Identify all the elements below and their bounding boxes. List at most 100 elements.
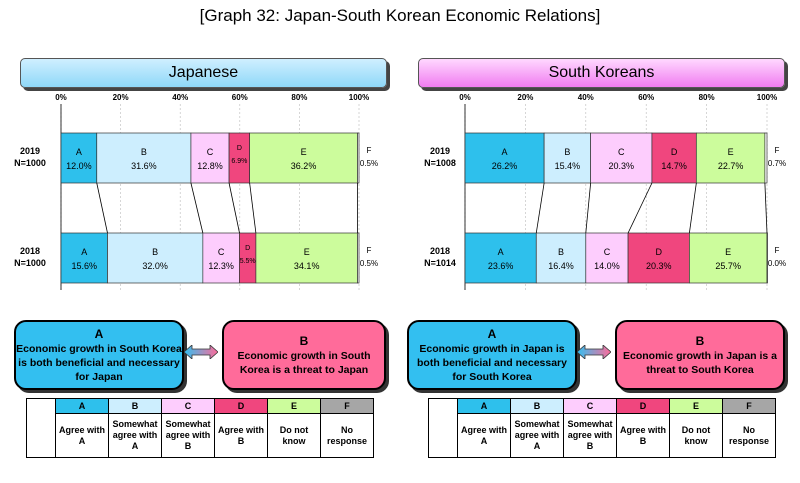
x-tick-label: 100% xyxy=(349,93,369,102)
kr-option-b-box: B Economic growth in Japan is a threat t… xyxy=(615,320,785,390)
segment-letter-label: B xyxy=(152,247,158,257)
jp-legend-table: A B C D E F Agree with A Somewhat agree … xyxy=(26,398,374,458)
segment-letter-label: E xyxy=(301,147,307,157)
data-label: 12.3% xyxy=(208,261,234,271)
legend-desc-e: Do not know xyxy=(669,413,723,458)
segment-letter-label: A xyxy=(502,147,508,157)
data-label: 25.7% xyxy=(715,261,741,271)
bar-segment-e xyxy=(255,232,358,284)
bar-segment-c xyxy=(590,132,653,184)
segment-letter-label: C xyxy=(618,147,625,157)
legend-desc-b: Somewhat agree with A xyxy=(108,413,162,458)
data-label: 0.5% xyxy=(360,259,378,268)
x-tick-label: 80% xyxy=(291,93,307,102)
row-n-label: N=1014 xyxy=(424,258,456,268)
jp-option-b-letter: B xyxy=(299,333,309,348)
legend-desc-b: Somewhat agree with A xyxy=(510,413,564,458)
x-tick-label: 40% xyxy=(578,93,594,102)
connector-line xyxy=(228,182,240,234)
bar-segment-c xyxy=(585,232,629,284)
legend-desc-d: Agree with B xyxy=(616,413,670,458)
legend-letter-b: B xyxy=(510,398,564,414)
data-label: 0.0% xyxy=(768,259,786,268)
data-label: 31.6% xyxy=(131,161,157,171)
kr-option-a-text: Economic growth in Japan is both benefic… xyxy=(417,342,567,383)
legend-letter-d: D xyxy=(214,398,268,414)
connector-line xyxy=(764,182,768,234)
x-tick-label: 20% xyxy=(517,93,533,102)
segment-letter-label: E xyxy=(728,147,734,157)
legend-desc-e: Do not know xyxy=(267,413,321,458)
connector-line xyxy=(688,182,697,234)
segment-letter-label: F xyxy=(367,246,372,255)
jp-option-a-box: A Economic growth in South Korea is both… xyxy=(14,320,184,390)
segment-letter-label: F xyxy=(367,146,372,155)
legend-desc-a: Agree with A xyxy=(457,413,511,458)
legend-letter-c: C xyxy=(563,398,617,414)
data-label: 0.5% xyxy=(360,159,378,168)
legend-desc-c: Somewhat agree with B xyxy=(161,413,215,458)
legend-letter-c: C xyxy=(161,398,215,414)
x-tick-label: 0% xyxy=(55,93,67,102)
row-n-label: N=1000 xyxy=(14,158,46,168)
jp-option-b-text: Economic growth in South Korea is a thre… xyxy=(237,349,371,376)
bar-segment-a xyxy=(464,232,537,284)
segment-letter-label: C xyxy=(207,147,214,157)
legend-letter-a: A xyxy=(457,398,511,414)
japanese-panel-title: Japanese xyxy=(168,64,239,81)
korean-panel-header: South Koreans xyxy=(418,58,785,88)
data-label: 5.5% xyxy=(240,258,256,265)
segment-letter-label: D xyxy=(671,147,678,157)
row-year-label: 2018 xyxy=(20,246,40,256)
x-tick-label: 40% xyxy=(172,93,188,102)
legend-desc-c: Somewhat agree with B xyxy=(563,413,617,458)
segment-letter-label: A xyxy=(81,247,87,257)
bar-segment-c xyxy=(202,232,240,284)
row-year-label: 2018 xyxy=(430,246,450,256)
data-label: 20.3% xyxy=(609,161,635,171)
row-n-label: N=1000 xyxy=(14,258,46,268)
data-label: 20.3% xyxy=(646,261,672,271)
kr-option-a-box: A Economic growth in Japan is both benef… xyxy=(407,320,577,390)
segment-letter-label: A xyxy=(76,147,82,157)
legend-letter-e: E xyxy=(669,398,723,414)
legend-desc-d: Agree with B xyxy=(214,413,268,458)
row-year-label: 2019 xyxy=(430,146,450,156)
x-tick-label: 20% xyxy=(113,93,129,102)
legend-letter-f: F xyxy=(320,398,374,414)
legend-letter-d: D xyxy=(616,398,670,414)
bar-segment-a xyxy=(464,132,545,184)
segment-letter-label: B xyxy=(558,247,564,257)
bar-segment-c xyxy=(190,132,230,184)
bar-segment-b xyxy=(535,232,587,284)
bar-segment-e xyxy=(689,232,768,284)
legend-desc-f: No response xyxy=(722,413,776,458)
bar-segment-d xyxy=(651,132,697,184)
x-tick-label: 60% xyxy=(232,93,248,102)
x-tick-label: 0% xyxy=(459,93,471,102)
data-label: 0.7% xyxy=(768,159,786,168)
bar-segment-e xyxy=(249,132,358,184)
data-label: 26.2% xyxy=(492,161,518,171)
x-tick-label: 60% xyxy=(638,93,654,102)
bar-segment-a xyxy=(60,132,98,184)
legend-letter-e: E xyxy=(267,398,321,414)
legend-blank-cell xyxy=(428,398,458,458)
segment-letter-label: D xyxy=(245,245,250,252)
bar-segment-d xyxy=(627,232,690,284)
legend-letter-b: B xyxy=(108,398,162,414)
jp-option-b-box: B Economic growth in South Korea is a th… xyxy=(222,320,386,390)
legend-desc-f: No response xyxy=(320,413,374,458)
connector-line xyxy=(190,182,204,234)
bar-segment-a xyxy=(60,232,108,284)
data-label: 12.8% xyxy=(197,161,223,171)
data-label: 22.7% xyxy=(718,161,744,171)
kr-option-b-letter: B xyxy=(695,333,705,348)
page-title: [Graph 32: Japan-South Korean Economic R… xyxy=(199,6,601,25)
row-year-label: 2019 xyxy=(20,146,40,156)
double-arrow-icon xyxy=(577,345,611,359)
kr-option-a-letter: A xyxy=(487,326,497,341)
connector-line xyxy=(535,182,545,234)
segment-letter-label: A xyxy=(498,247,504,257)
